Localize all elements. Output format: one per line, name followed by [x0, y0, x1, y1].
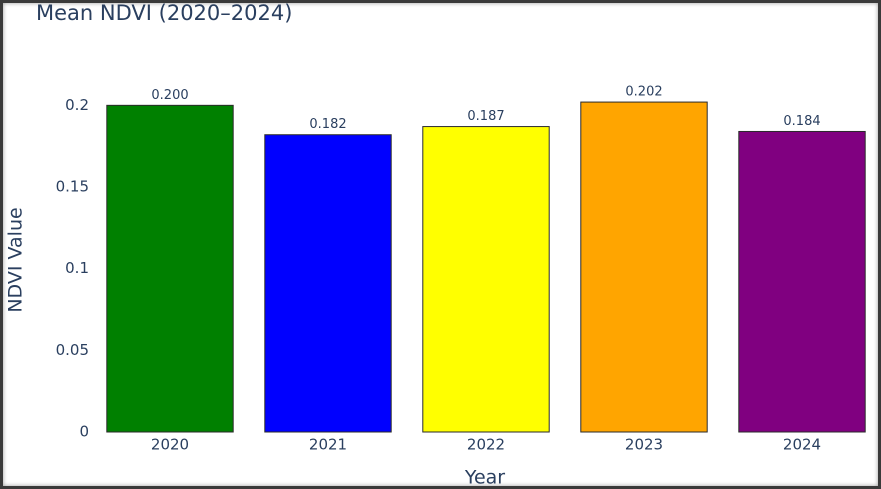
x-tick-label: 2021	[309, 436, 347, 454]
value-label: 0.187	[467, 109, 504, 124]
bar	[106, 104, 234, 433]
x-tick-label: 2022	[467, 436, 505, 454]
bar	[738, 130, 866, 433]
bar	[422, 126, 550, 433]
y-tick-label: 0.05	[56, 341, 89, 359]
y-tick-label: 0.15	[56, 178, 89, 196]
value-label: 0.200	[151, 88, 188, 103]
value-label: 0.202	[625, 85, 662, 100]
y-tick-label: 0.1	[65, 259, 89, 277]
x-tick-label: 2020	[151, 436, 189, 454]
value-label: 0.184	[783, 114, 820, 129]
chart-title: Mean NDVI (2020–2024)	[36, 1, 292, 25]
bar	[264, 134, 392, 433]
x-tick-label: 2023	[625, 436, 663, 454]
value-label: 0.182	[309, 117, 346, 132]
y-axis-title: NDVI Value	[5, 207, 27, 312]
y-tick-label: 0	[79, 423, 89, 441]
x-tick-label: 2024	[783, 436, 821, 454]
bar	[580, 101, 708, 433]
x-axis-title: Year	[464, 467, 505, 489]
y-tick-label: 0.2	[65, 96, 89, 114]
